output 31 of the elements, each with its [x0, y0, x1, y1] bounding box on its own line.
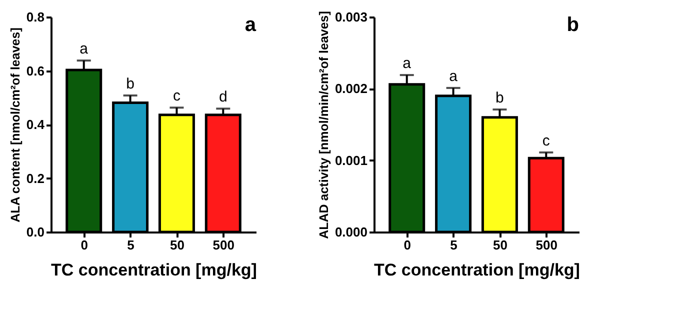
x-tick-label: 5: [127, 238, 134, 252]
y-axis-title: ALA content [nmol/cm²of leaves]: [8, 28, 22, 222]
x-tick-label: 5: [450, 238, 458, 252]
annotation: c: [542, 132, 550, 150]
y-tick-label: 0.003: [334, 10, 368, 24]
annotation: a: [402, 55, 412, 72]
y-tick-label: 0.8: [26, 10, 44, 24]
annotation: b: [496, 89, 504, 106]
annotation: a: [80, 40, 89, 58]
x-tick-label: 500: [212, 238, 234, 252]
y-tick-label: 0.002: [334, 81, 368, 96]
y-tick-label: 0.2: [26, 170, 44, 186]
annotation: a: [244, 14, 257, 36]
y-axis-title: ALAD activity [nmol/min/cm²of leaves]: [316, 11, 331, 239]
x-axis-title: TC concentration [mg/kg]: [374, 260, 580, 280]
x-tick-label: 0: [80, 238, 88, 252]
annotation: a: [449, 68, 458, 85]
x-tick-label: 500: [536, 238, 558, 252]
annotation: d: [218, 88, 228, 106]
x-axis-title: TC concentration [mg/kg]: [51, 260, 257, 280]
y-tick-label: 0.000: [334, 224, 368, 240]
y-tick-label: 0.4: [26, 117, 46, 132]
y-tick-label: 0.001: [334, 152, 368, 168]
annotation: b: [566, 14, 579, 36]
x-tick-label: 50: [170, 238, 184, 252]
x-tick-label: 50: [492, 238, 508, 252]
y-tick-label: 0.6: [26, 63, 44, 78]
annotation: c: [172, 88, 181, 105]
x-tick-label: 0: [404, 238, 411, 252]
y-tick-label: 0.0: [26, 224, 44, 240]
annotation: b: [126, 75, 134, 92]
